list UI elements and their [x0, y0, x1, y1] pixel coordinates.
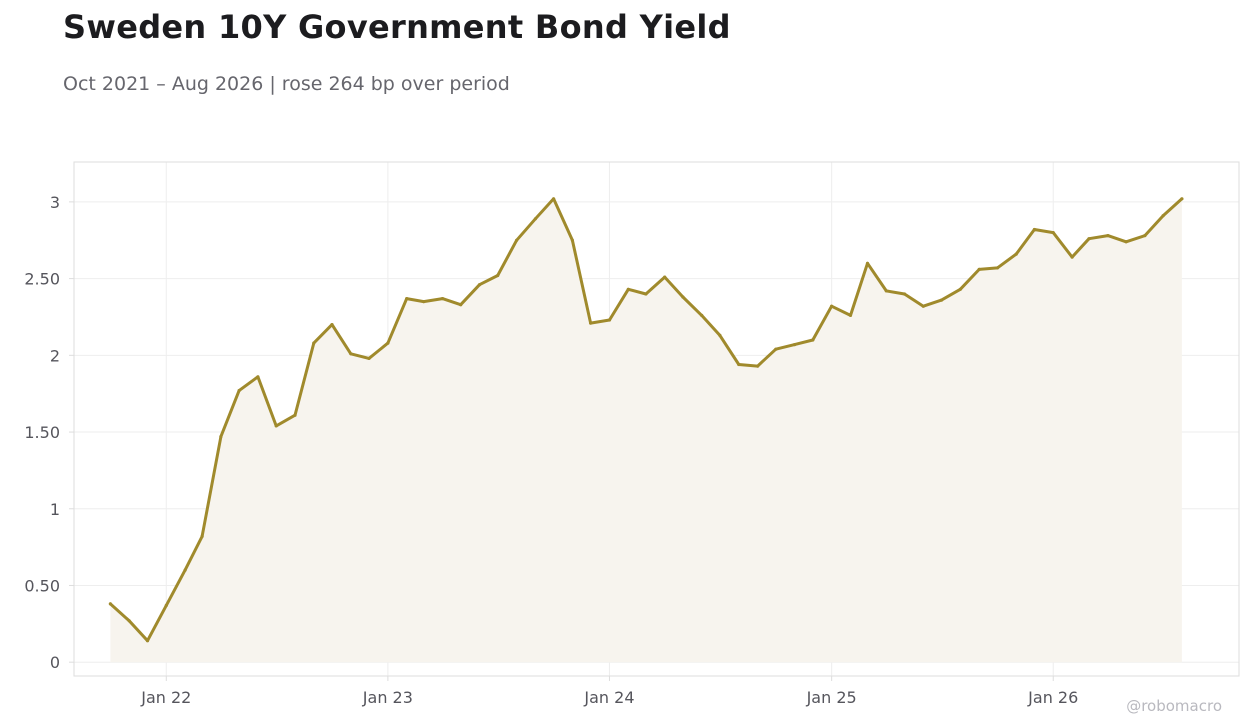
y-tick-label: 0: [50, 653, 60, 672]
data-point: [626, 287, 630, 291]
data-point: [607, 318, 612, 322]
data-point: [902, 292, 907, 296]
data-point: [644, 292, 648, 296]
y-tick-label: 2: [50, 346, 60, 365]
x-tick-label: Jan 24: [583, 688, 634, 707]
plot-frame: [73, 161, 1240, 677]
data-point: [1124, 240, 1128, 244]
data-point: [995, 266, 1000, 270]
data-point: [865, 261, 870, 265]
data-point: [1032, 227, 1036, 232]
data-point: [1087, 237, 1091, 241]
data-point: [386, 341, 390, 345]
tick-layer: 0 0.50 1 1.50 2 2.50 3 Jan 22 Jan 23 Jan 24 Jan 25…: [24, 193, 1078, 707]
data-point: [700, 313, 704, 317]
data-point: [756, 364, 760, 368]
data-point: [663, 275, 667, 279]
data-point: [1161, 214, 1165, 218]
data-point: [164, 603, 168, 608]
data-point: [1014, 252, 1018, 256]
data-point: [1070, 255, 1074, 259]
data-point: [459, 303, 463, 307]
data-point: [330, 323, 334, 327]
data-point: [367, 356, 371, 360]
y-tick-label: 1.50: [24, 423, 60, 442]
data-point: [108, 602, 112, 606]
data-point: [422, 300, 426, 304]
chart-title: Sweden 10Y Government Bond Yield: [63, 8, 731, 46]
data-point: [440, 297, 445, 301]
x-tick-label: Jan 23: [362, 688, 413, 707]
data-point: [127, 619, 131, 623]
data-point: [515, 238, 519, 242]
data-point: [830, 304, 834, 308]
data-point: [1051, 231, 1055, 235]
data-points: [108, 197, 1184, 643]
data-point: [293, 413, 297, 417]
y-tick-label: 0.50: [24, 576, 60, 595]
data-point: [1106, 234, 1110, 238]
watermark: @robomacro: [1126, 697, 1222, 715]
data-point: [274, 424, 278, 428]
data-point: [977, 267, 981, 271]
y-tick-label: 3: [50, 193, 60, 212]
data-point: [718, 333, 722, 337]
yield-area-fill: [110, 198, 1182, 663]
data-point: [552, 197, 556, 201]
data-point: [681, 295, 685, 299]
data-point: [405, 297, 409, 301]
y-tick-label: 1: [50, 500, 60, 519]
data-point: [1143, 234, 1147, 238]
data-point: [312, 341, 316, 345]
data-point: [589, 321, 593, 325]
data-point: [477, 283, 482, 287]
data-point: [774, 347, 778, 351]
data-point: [884, 289, 888, 293]
data-point: [737, 362, 741, 367]
data-point: [145, 639, 150, 643]
y-tick-label: 2.50: [24, 270, 60, 289]
x-tick-label: Jan 26: [1027, 688, 1078, 707]
x-tick-label: Jan 25: [806, 688, 857, 707]
data-point: [496, 273, 500, 278]
data-point: [793, 343, 797, 347]
data-point: [256, 375, 260, 379]
data-point: [570, 238, 575, 242]
data-point: [958, 287, 962, 291]
data-point: [848, 313, 853, 317]
chart-subtitle: Oct 2021 – Aug 2026 | rose 264 bp over p…: [63, 73, 510, 95]
data-point: [921, 304, 925, 308]
x-tick-label: Jan 22: [140, 688, 191, 707]
data-point: [939, 298, 944, 302]
data-point: [183, 568, 187, 572]
data-point: [200, 534, 204, 539]
data-point: [811, 338, 815, 342]
data-point: [533, 217, 538, 221]
data-point: [237, 389, 241, 393]
data-point: [349, 352, 353, 356]
data-point: [219, 435, 223, 439]
data-point: [1180, 197, 1184, 201]
